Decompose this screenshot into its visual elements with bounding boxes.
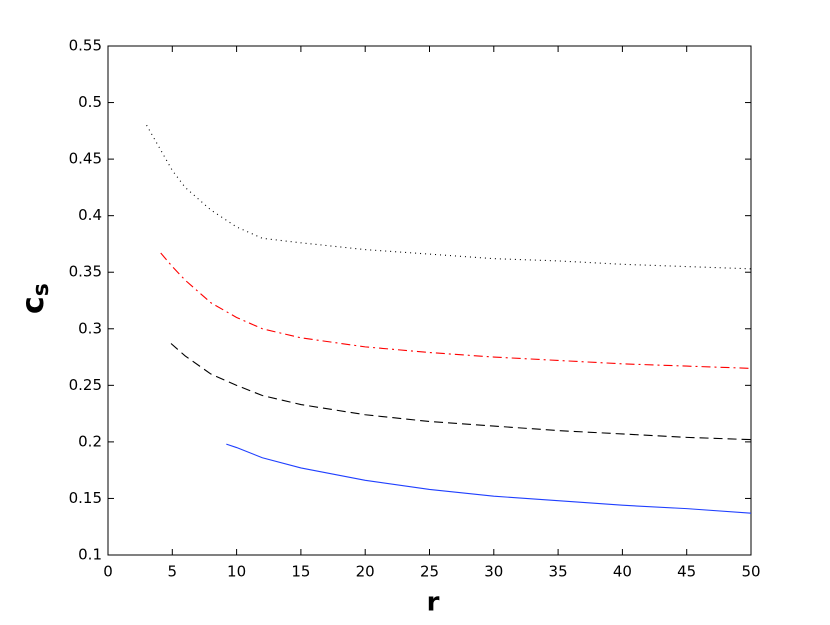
plot-area: [107, 45, 752, 556]
y-tick-label: 0.2: [78, 432, 102, 450]
y-tick-label: 0.1: [78, 546, 102, 564]
y-tick-label: 0.4: [78, 206, 102, 224]
x-tick-label: 45: [677, 563, 696, 581]
y-label-subscript: s: [29, 283, 54, 296]
x-tick-label: 30: [484, 563, 503, 581]
y-tick-label: 0.35: [69, 263, 102, 281]
x-tick-label: 5: [168, 563, 178, 581]
y-axis-label: cs: [16, 283, 55, 314]
x-tick-label: 40: [613, 563, 632, 581]
x-axis-label: r: [427, 588, 440, 618]
y-tick-label: 0.25: [69, 376, 102, 394]
x-tick-label: 25: [420, 563, 439, 581]
y-tick-label: 0.15: [69, 489, 102, 507]
x-tick-label: 50: [741, 563, 760, 581]
line-series: [160, 252, 752, 369]
y-tick-label: 0.3: [78, 319, 102, 337]
y-tick-label: 0.45: [69, 150, 102, 168]
y-tick-label: 0.55: [69, 37, 102, 55]
x-tick-label: 20: [356, 563, 375, 581]
line-series: [170, 343, 752, 441]
y-tick-label: 0.5: [78, 93, 102, 111]
y-label-base: c: [16, 296, 51, 314]
x-tick-label: 15: [291, 563, 310, 581]
line-series: [146, 124, 752, 270]
x-tick-label: 10: [227, 563, 246, 581]
x-tick-label: 35: [549, 563, 568, 581]
line-series: [226, 443, 752, 514]
x-tick-label: 0: [103, 563, 113, 581]
